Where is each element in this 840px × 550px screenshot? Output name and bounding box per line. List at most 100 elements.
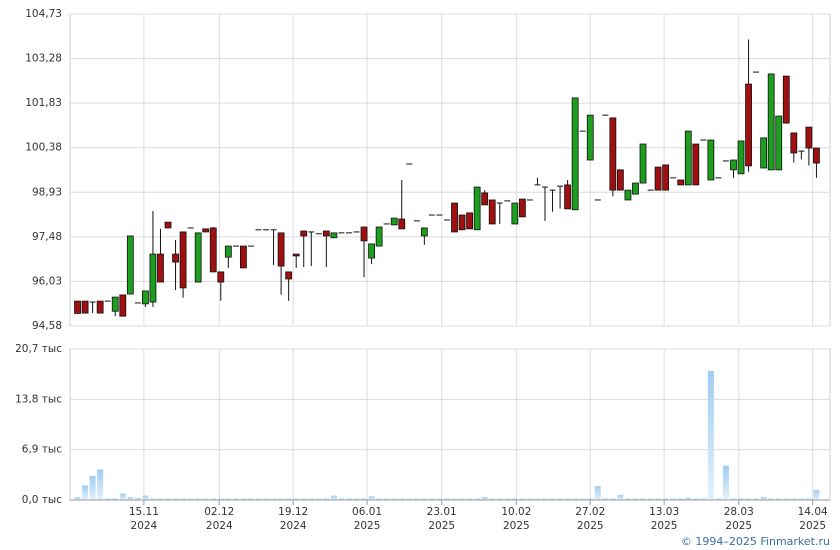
volume-bar bbox=[609, 498, 616, 500]
volume-bar bbox=[790, 498, 797, 500]
volume-bar bbox=[451, 498, 458, 500]
volume-bar bbox=[300, 498, 307, 500]
volume-bar bbox=[247, 498, 254, 500]
volume-bar bbox=[308, 498, 315, 500]
candle-body bbox=[202, 228, 210, 233]
candle-body bbox=[684, 130, 692, 186]
volume-bar bbox=[617, 494, 624, 500]
volume-bar bbox=[496, 498, 503, 500]
candle-body bbox=[277, 232, 285, 267]
candle-body bbox=[782, 75, 790, 124]
volume-bar bbox=[640, 498, 647, 500]
candle-body bbox=[737, 140, 745, 175]
volume-bar bbox=[202, 498, 209, 500]
volume-bar bbox=[255, 498, 262, 500]
volume-bar bbox=[285, 498, 292, 500]
volume-bar bbox=[481, 497, 488, 500]
volume-bar bbox=[519, 498, 526, 500]
volume-bar bbox=[572, 498, 579, 500]
volume-bar bbox=[345, 498, 352, 500]
candle-body bbox=[322, 230, 330, 237]
volume-bar bbox=[406, 498, 413, 500]
x-tick-label: 28.03 bbox=[724, 506, 754, 518]
volume-bar bbox=[805, 498, 812, 500]
volume-bar bbox=[670, 498, 677, 500]
candle-body bbox=[760, 137, 768, 169]
volume-bar bbox=[421, 498, 428, 500]
candle-body bbox=[609, 117, 617, 191]
candle-body bbox=[481, 192, 489, 206]
y-tick-label: 0,0 тыс bbox=[22, 494, 62, 506]
volume-bar bbox=[466, 498, 473, 500]
candle-body bbox=[368, 243, 375, 259]
volume-bar bbox=[210, 498, 217, 500]
volume-bar bbox=[745, 498, 752, 500]
plot-area bbox=[69, 348, 831, 501]
candle-body bbox=[217, 271, 225, 283]
candle-body bbox=[398, 218, 406, 230]
volume-bar bbox=[217, 498, 224, 500]
volume-bar bbox=[104, 498, 111, 500]
x-tick-sublabel: 2025 bbox=[428, 520, 455, 532]
volume-bar bbox=[338, 498, 345, 500]
volume-bar bbox=[361, 498, 368, 500]
candle-body bbox=[375, 226, 383, 247]
candle-body bbox=[126, 235, 134, 295]
candle-body bbox=[300, 230, 308, 237]
volume-bar bbox=[398, 498, 405, 500]
candle-body bbox=[805, 126, 813, 149]
volume-bar bbox=[775, 498, 782, 500]
candle-body bbox=[111, 296, 119, 312]
x-tick-sublabel: 2024 bbox=[206, 520, 233, 532]
candle-body bbox=[149, 253, 157, 303]
x-tick-sublabel: 2024 bbox=[131, 520, 158, 532]
y-tick-label: 97,48 bbox=[32, 231, 62, 243]
volume-bar bbox=[82, 485, 89, 500]
candle-body bbox=[624, 189, 632, 201]
volume-bar bbox=[753, 498, 760, 500]
volume-bar bbox=[383, 498, 390, 500]
volume-bar bbox=[647, 498, 654, 500]
volume-bar bbox=[315, 498, 322, 500]
y-tick-label: 104,73 bbox=[25, 8, 62, 20]
candle-body bbox=[662, 164, 670, 191]
y-tick-label: 94,58 bbox=[32, 320, 62, 332]
volume-bar bbox=[353, 498, 360, 500]
volume-bar bbox=[542, 498, 548, 500]
volume-bar bbox=[730, 498, 737, 500]
candle-body bbox=[518, 198, 526, 218]
candle-body bbox=[224, 245, 232, 258]
volume-bar bbox=[127, 497, 134, 500]
candle-body bbox=[564, 184, 572, 210]
candle-body bbox=[420, 227, 428, 237]
volume-bar bbox=[119, 493, 126, 500]
y-tick-label: 96,03 bbox=[32, 275, 62, 287]
candle-body bbox=[458, 214, 466, 231]
volume-bar bbox=[89, 475, 96, 500]
x-tick-label: 14.04 bbox=[798, 506, 828, 518]
volume-bar bbox=[504, 498, 511, 500]
volume-bar bbox=[768, 498, 775, 500]
volume-bar bbox=[579, 498, 586, 500]
volume-bar bbox=[722, 465, 729, 500]
candle-body bbox=[813, 147, 820, 164]
candle-body bbox=[767, 73, 775, 171]
candle-body bbox=[707, 139, 715, 181]
candle-body bbox=[360, 226, 368, 242]
x-tick-sublabel: 2025 bbox=[799, 520, 826, 532]
volume-bar bbox=[783, 498, 790, 500]
volume-bar bbox=[293, 498, 300, 500]
volume-bar bbox=[534, 498, 541, 500]
candle-body bbox=[164, 221, 172, 229]
candle-body bbox=[172, 253, 179, 263]
volume-bar bbox=[549, 498, 556, 500]
candle-body bbox=[96, 300, 104, 314]
candle-body bbox=[488, 199, 496, 225]
candle-body bbox=[390, 217, 398, 226]
x-tick-sublabel: 2025 bbox=[577, 520, 604, 532]
volume-bar bbox=[263, 498, 270, 500]
candle-body bbox=[571, 97, 579, 211]
candle-body bbox=[240, 245, 247, 269]
candle-body bbox=[74, 300, 81, 314]
